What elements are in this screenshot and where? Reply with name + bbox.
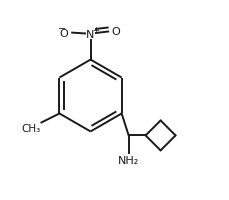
Text: N: N xyxy=(86,29,95,39)
Text: O: O xyxy=(111,27,120,37)
Text: +: + xyxy=(92,26,99,35)
Text: −: − xyxy=(58,24,66,34)
Text: O: O xyxy=(59,28,68,38)
Text: NH₂: NH₂ xyxy=(118,156,139,166)
Text: CH₃: CH₃ xyxy=(22,124,41,134)
